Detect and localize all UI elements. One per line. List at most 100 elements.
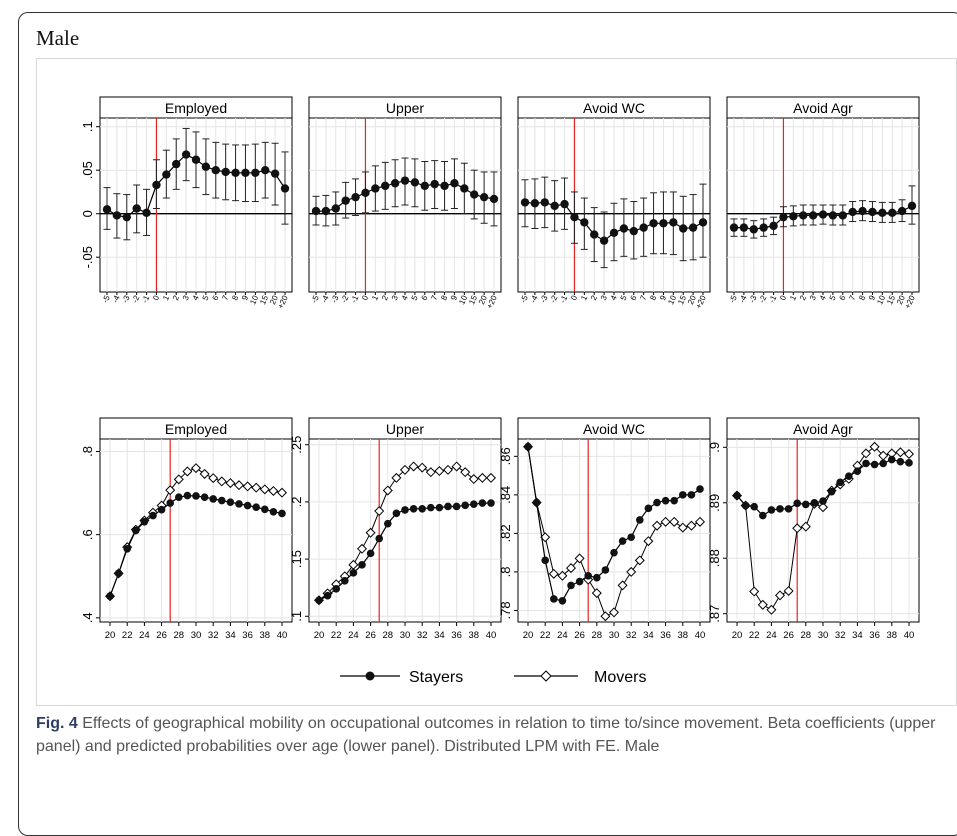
movers-point [860,448,872,459]
estimate-point [590,230,599,239]
stayers-point [461,501,470,510]
estimate-point [132,204,141,213]
legend-movers-marker [540,670,552,682]
x-tick-label: 22 [331,630,342,641]
movers-point [817,502,829,513]
x-tick-label: -1 [767,294,778,305]
x-tick-label: -3 [747,294,758,305]
x-tick-label: 8 [230,294,240,302]
stayers-point [487,499,495,507]
estimate-point [530,199,540,208]
stayers-point [418,504,427,513]
estimate-point [102,205,112,214]
estimate-point [868,207,877,217]
movers-point [425,467,436,478]
stayers-point [401,506,409,514]
x-tick-label: 38 [887,630,898,641]
movers-point [276,487,288,498]
estimate-point [789,212,798,221]
estimate-point [261,166,270,175]
x-tick-label: 24 [139,630,150,641]
estimate-point [570,212,579,222]
estimate-point [858,206,867,216]
movers-point [225,478,236,489]
x-tick-label: 7 [220,294,230,302]
stayers-point [269,507,278,516]
movers-point [749,586,760,597]
stayers-point [524,442,532,451]
movers-point [485,472,497,483]
movers-point [591,588,602,599]
stayers-point [687,491,696,499]
x-tick-label: 32 [208,630,219,641]
stayers-point [679,491,687,499]
x-tick-label: 10 [666,294,678,306]
caption-text: Effects of geographical mobility on occu… [36,715,936,755]
panel-title: Avoid WC [583,100,645,116]
x-tick-label: 20 [105,630,116,641]
estimate-point [112,211,122,220]
x-tick-label: 6 [420,294,430,302]
x-tick-label: 40 [277,630,288,641]
x-tick-label: -3 [120,294,131,305]
estimate-point [270,169,280,178]
stayers-point [776,505,784,513]
movers-point [600,611,611,622]
estimate-point [698,218,708,227]
movers-point [268,485,279,496]
movers-point [382,485,393,496]
stayers-point [610,548,618,557]
estimate-point [231,168,240,178]
x-tick-label: 7 [847,294,857,302]
movers-point [574,553,585,564]
estimate-point [381,181,390,191]
movers-point [651,520,663,531]
x-tick-label: -2 [130,294,141,305]
estimate-point [609,228,619,238]
x-tick-label: 0 [151,294,161,302]
coef-chart-1: Employed-5-4-3-2-1 0 1 2 3 4 5 6 7 8 9101520+20.1.… [80,96,293,310]
estimate-point [211,166,220,175]
estimate-point [739,223,749,232]
x-tick-label: 15 [676,294,688,306]
estimate-point [749,225,758,234]
estimate-point [450,179,459,188]
stayers-point [888,455,896,464]
stayers-point [618,537,627,545]
x-tick-label: 4 [400,294,410,302]
legend-stayers-label: Stayers [409,669,463,686]
estimate-point [779,212,788,222]
movers-point [233,480,245,491]
x-tick-label: 1 [370,294,380,302]
movers-point [540,532,551,543]
movers-point [669,516,680,527]
movers-point [643,536,654,547]
y-tick-label: .1 [289,611,304,622]
stayers-point [157,505,166,514]
stayers-point [670,496,678,505]
x-tick-label: 3 [181,294,191,302]
x-tick-label: 40 [695,630,706,641]
movers-point [774,590,786,601]
movers-point [374,506,385,517]
x-tick-label: 28 [383,630,394,641]
x-tick-label: 20 [314,630,325,641]
estimate-point [410,178,420,187]
movers-point [165,485,176,496]
stayers-point [392,509,401,518]
estimate-point [142,208,151,218]
movers-point [477,472,488,483]
x-tick-label: 1 [788,294,798,302]
estimate-point [888,208,897,218]
x-tick-label: 8 [857,294,867,302]
estimate-point [799,211,808,220]
estimate-point [311,206,321,216]
stayers-point [315,596,323,605]
estimate-point [580,218,589,227]
legend-movers-label: Movers [594,669,646,686]
estimate-point [769,221,778,231]
movers-point [182,466,193,477]
y-tick-label: 0 [80,210,95,217]
panel-title: Employed [165,421,227,437]
